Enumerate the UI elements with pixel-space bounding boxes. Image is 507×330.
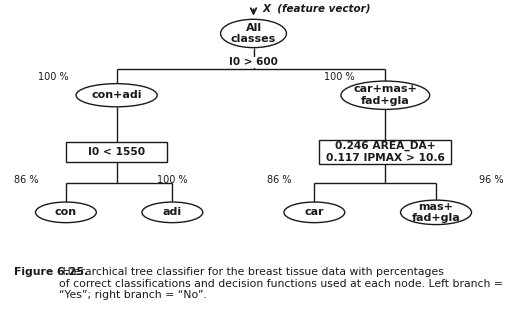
Text: 100 %: 100 %: [157, 175, 188, 185]
Ellipse shape: [221, 19, 286, 48]
FancyBboxPatch shape: [66, 142, 167, 162]
Text: car: car: [305, 207, 324, 217]
Text: con: con: [55, 207, 77, 217]
Text: X  (feature vector): X (feature vector): [263, 3, 371, 13]
Text: Hierarchical tree classifier for the breast tissue data with percentages
of corr: Hierarchical tree classifier for the bre…: [59, 267, 503, 301]
Text: 100 %: 100 %: [324, 72, 355, 82]
Ellipse shape: [76, 84, 157, 107]
Text: I0 > 600: I0 > 600: [229, 57, 278, 67]
Text: All
classes: All classes: [231, 23, 276, 44]
Text: I0 < 1550: I0 < 1550: [88, 147, 145, 157]
Text: 0.246 AREA_DA+
0.117 IPMAX > 10.6: 0.246 AREA_DA+ 0.117 IPMAX > 10.6: [326, 141, 445, 163]
Ellipse shape: [35, 202, 96, 223]
Text: mas+
fad+gla: mas+ fad+gla: [412, 202, 460, 223]
Ellipse shape: [341, 81, 430, 110]
Text: 86 %: 86 %: [267, 175, 292, 185]
Text: adi: adi: [163, 207, 182, 217]
Ellipse shape: [284, 202, 345, 223]
Text: car+mas+
fad+gla: car+mas+ fad+gla: [353, 84, 417, 106]
Text: Figure 6.25.: Figure 6.25.: [14, 267, 88, 277]
Text: 100 %: 100 %: [38, 72, 68, 82]
Text: con+adi: con+adi: [91, 90, 142, 100]
FancyBboxPatch shape: [319, 140, 451, 164]
Text: 96 %: 96 %: [479, 175, 503, 185]
Ellipse shape: [142, 202, 203, 223]
Ellipse shape: [401, 200, 472, 225]
Text: 86 %: 86 %: [14, 175, 38, 185]
